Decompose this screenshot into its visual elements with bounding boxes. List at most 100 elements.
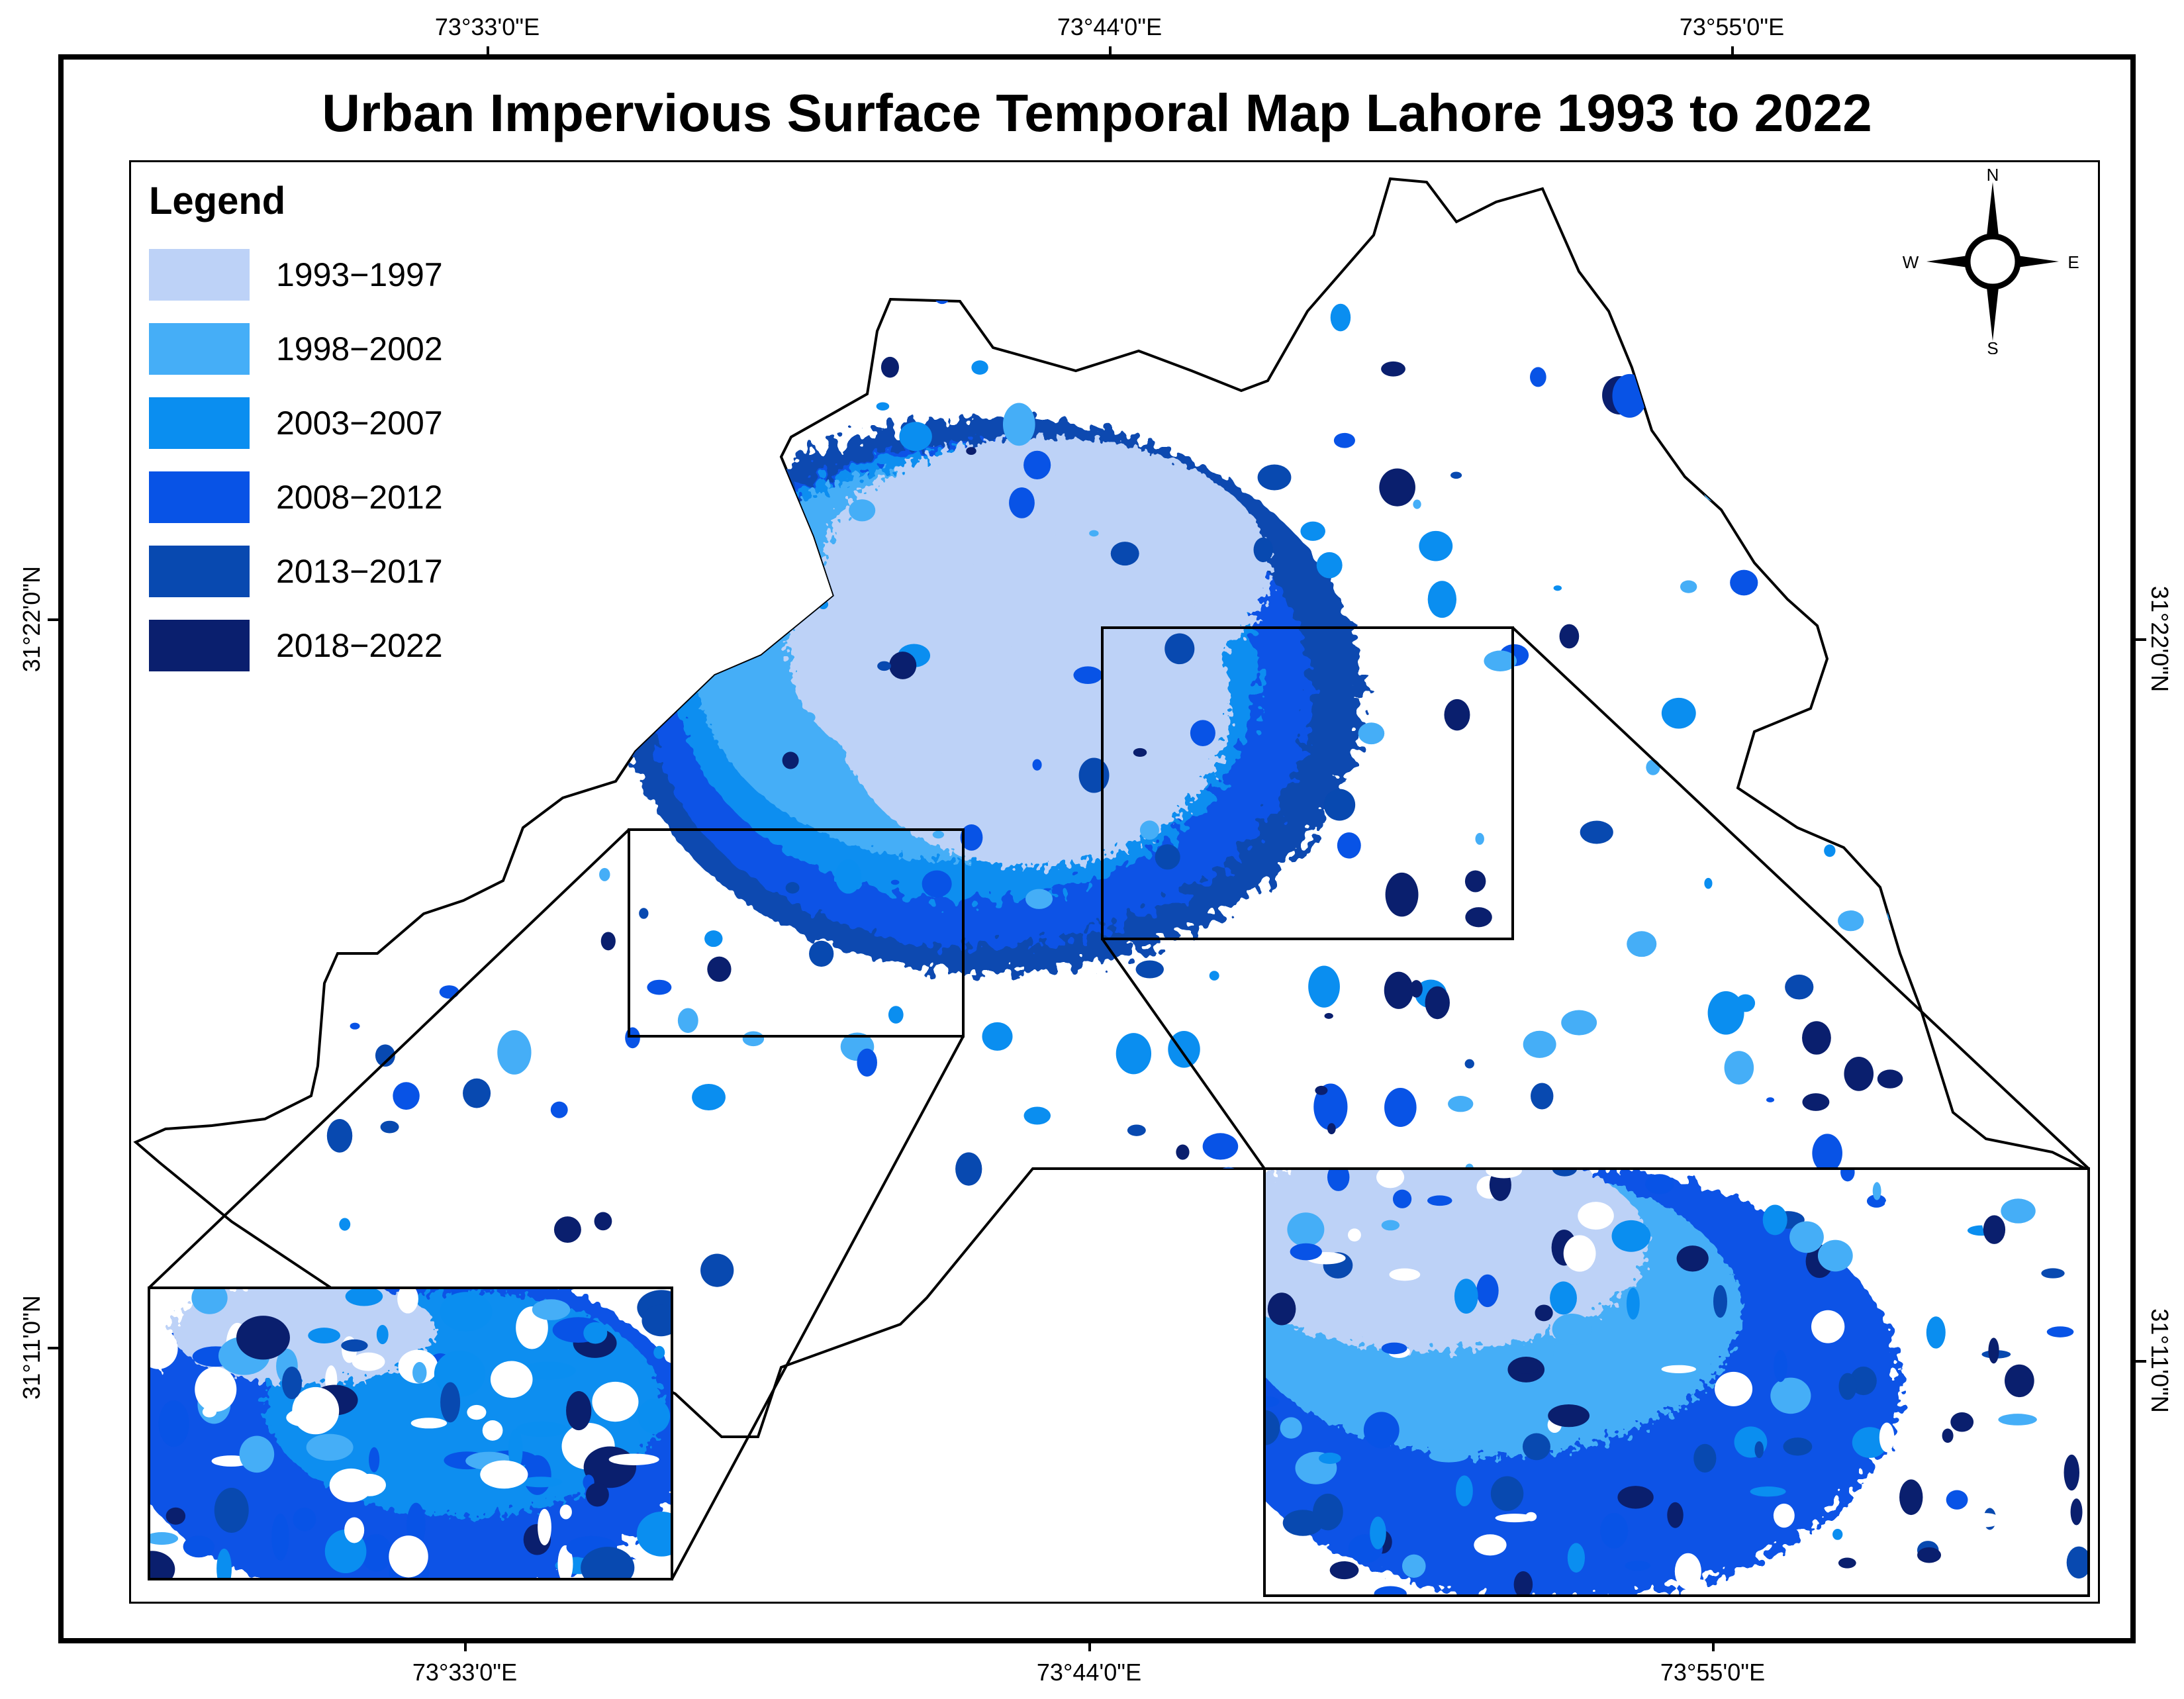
urban-patch (932, 830, 945, 839)
urban-patch (1330, 303, 1351, 332)
urban-patch (1824, 844, 1836, 857)
inset-central-patch (1495, 1514, 1535, 1523)
legend-label: 1993−1997 (276, 256, 443, 293)
inset-west-patch (216, 1548, 232, 1579)
inset-central-patch (1983, 1215, 2006, 1244)
urban-patch (326, 1119, 353, 1153)
inset-central-patch (1486, 1169, 1522, 1179)
inset-central-patch (1838, 1373, 1857, 1400)
legend-swatch (149, 471, 250, 523)
urban-patch (553, 1216, 581, 1243)
urban-patch (1844, 1056, 1874, 1091)
urban-patch (1580, 820, 1613, 844)
urban-patch (1025, 889, 1053, 909)
urban-patch (1089, 530, 1099, 537)
map-title: Urban Impervious Surface Temporal Map La… (322, 83, 1872, 142)
inset-west-patch (329, 1468, 373, 1502)
urban-patch (1802, 1021, 1831, 1055)
inset-west-patch (344, 1517, 365, 1543)
inset-central-patch (1970, 1513, 2001, 1528)
legend: Legend 1993−1997 1998−2002 2003−2007 2008−2… (149, 179, 520, 683)
inset-central-patch (1611, 1220, 1651, 1252)
inset-west-patch (636, 1511, 672, 1557)
inset-west-patch (389, 1535, 428, 1578)
urban-patch (1324, 1012, 1333, 1019)
inset-west-panel (148, 1286, 673, 1580)
urban-patch (1323, 789, 1356, 821)
inset-west-patch (308, 1328, 340, 1344)
inset-central-patch (1866, 1194, 1887, 1208)
urban-patch (1419, 530, 1453, 561)
urban-patch (782, 752, 799, 769)
inset-west-patch (608, 1453, 659, 1465)
inset-central-patch (1535, 1304, 1553, 1322)
urban-patch (1308, 965, 1340, 1008)
urban-patch (899, 422, 932, 452)
inset-central-patch (1567, 1543, 1585, 1573)
inset-central-patch (1626, 1287, 1640, 1320)
inset-west-patch (214, 1487, 249, 1533)
urban-patch (877, 661, 891, 671)
inset-west-patch (585, 1482, 609, 1507)
urban-patch (1531, 1083, 1554, 1110)
urban-patch (1381, 361, 1405, 377)
urban-patch (1253, 537, 1273, 563)
inset-central-patch (1552, 1169, 1578, 1177)
urban-patch (982, 1022, 1013, 1051)
inset-central-patch (1899, 1479, 1923, 1516)
urban-patch (1724, 1051, 1754, 1085)
urban-patch (1450, 471, 1462, 479)
inset-west-patch (516, 1421, 568, 1437)
east-label: E (2067, 252, 2079, 272)
legend-item: 2013−2017 (149, 534, 520, 608)
urban-patch (380, 1120, 399, 1134)
urban-patch (1176, 1144, 1190, 1160)
urban-patch (350, 1022, 360, 1030)
urban-patch (1116, 1033, 1152, 1075)
urban-patch (1812, 1134, 1842, 1173)
inset-central-patch (1280, 1417, 1302, 1439)
urban-patch (1409, 980, 1423, 998)
legend-item: 2003−2007 (149, 386, 520, 460)
inset-west-patch (638, 1398, 671, 1433)
urban-patch (700, 1253, 734, 1287)
inset-west-patch (538, 1508, 551, 1545)
urban-patch (339, 1218, 351, 1231)
urban-patch (1384, 1088, 1417, 1128)
urban-patch (1448, 1096, 1474, 1112)
urban-patch (1023, 450, 1051, 479)
inset-central-patch (1838, 1510, 1862, 1520)
inset-central-patch (2046, 1326, 2074, 1337)
inset-central-patch (1817, 1239, 1853, 1272)
urban-patch (1023, 1106, 1051, 1125)
urban-patch (647, 979, 672, 995)
inset-central-patch (1578, 1202, 1614, 1230)
tick-right-2 (2133, 1360, 2146, 1363)
inset-central-patch (2064, 1454, 2080, 1491)
urban-patch (1139, 820, 1159, 840)
inset-central-patch (1774, 1350, 1787, 1383)
inset-central-patch (1427, 1195, 1452, 1206)
legend-item: 1998−2002 (149, 312, 520, 386)
urban-patch (1484, 650, 1517, 671)
urban-patch (1413, 499, 1421, 509)
legend-title: Legend (149, 179, 286, 222)
urban-patch (1358, 722, 1385, 745)
urban-patch (1316, 552, 1343, 579)
inset-west-patch (271, 1514, 289, 1561)
inset-central-patch (1329, 1561, 1359, 1580)
inset-west-patch (149, 1551, 175, 1579)
inset-west-patch (183, 1535, 214, 1558)
urban-patch (802, 712, 816, 723)
inset-central-patch (1552, 1314, 1592, 1345)
north-arrow-icon: N S W E (1903, 169, 2079, 354)
inset-central-patch (1264, 1410, 1280, 1445)
inset-west-patch (490, 1361, 533, 1398)
inset-west-patch (566, 1390, 592, 1431)
inset-central-patch (1946, 1490, 1968, 1510)
urban-patch (594, 1212, 612, 1231)
inset-central-patch (1290, 1243, 1322, 1261)
inset-central-patch (1553, 1339, 1569, 1370)
inset-west-patch (412, 1361, 427, 1384)
